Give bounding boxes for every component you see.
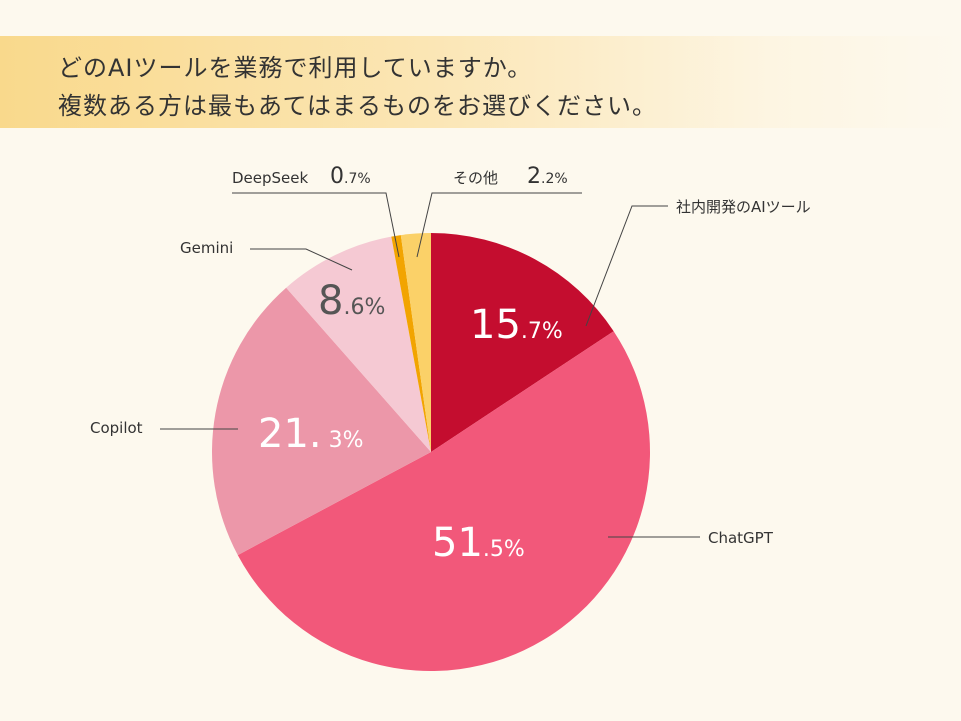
pct-label-gemini: 8.6% bbox=[318, 278, 385, 324]
category-label-deepseek: DeepSeek bbox=[232, 169, 309, 187]
pie-slices bbox=[212, 233, 651, 672]
title-band bbox=[0, 36, 961, 128]
pie-slice-copilot bbox=[212, 287, 431, 556]
pie-slice-chatgpt bbox=[237, 331, 651, 672]
leader-line-internal-ai bbox=[585, 205, 668, 327]
pct-label-deepseek: 0.7% bbox=[330, 164, 371, 189]
category-label-gemini: Gemini bbox=[180, 239, 233, 257]
pie-slice-internal-ai bbox=[431, 233, 614, 452]
question-title-line2: 複数ある方は最もあてはまるものをお選びください。 bbox=[58, 92, 658, 120]
category-label-copilot: Copilot bbox=[90, 419, 143, 437]
pct-label-copilot: 21. 3% bbox=[258, 411, 364, 457]
pie-slice-deepseek bbox=[391, 235, 431, 452]
category-label-other: その他 bbox=[453, 169, 498, 187]
pct-label-other: 2.2% bbox=[527, 164, 568, 189]
category-label-internal-ai: 社内開発のAIツール bbox=[676, 198, 811, 216]
question-title-line1: どのAIツールを業務で利用していますか。 bbox=[58, 54, 533, 82]
pie-slice-gemini bbox=[286, 236, 431, 452]
leader-lines bbox=[160, 192, 700, 538]
category-label-chatgpt: ChatGPT bbox=[708, 529, 774, 547]
leader-line-deepseek bbox=[232, 192, 400, 258]
pie-slice-other bbox=[400, 233, 431, 452]
leader-line-other bbox=[416, 192, 582, 258]
pct-label-internal-ai: 15.7% bbox=[470, 302, 563, 348]
pct-label-chatgpt: 51.5% bbox=[432, 520, 525, 566]
leader-line-gemini bbox=[250, 248, 353, 271]
